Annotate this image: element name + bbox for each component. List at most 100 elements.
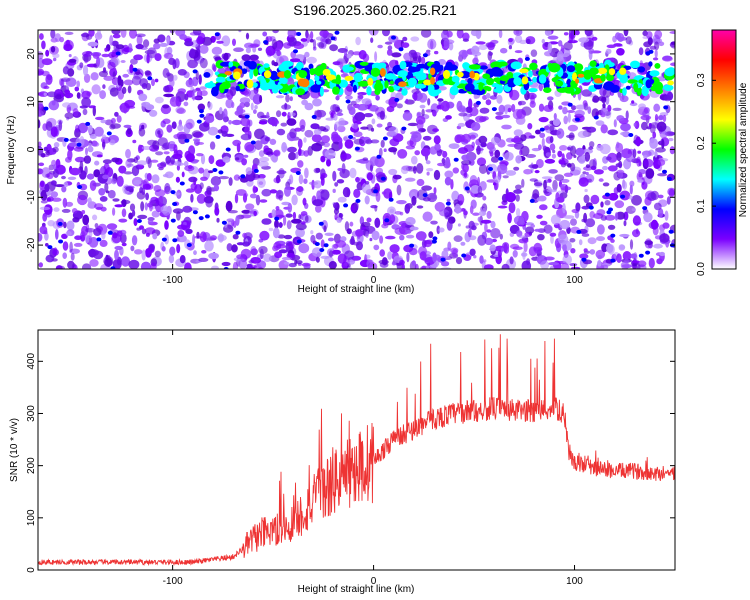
noise-speckle bbox=[434, 143, 441, 151]
noise-speckle bbox=[597, 255, 603, 260]
noise-speckle bbox=[433, 169, 441, 181]
noise-speckle bbox=[103, 162, 110, 174]
noise-speckle-blue bbox=[43, 106, 49, 111]
noise-speckle bbox=[133, 156, 139, 164]
noise-speckle bbox=[645, 168, 655, 179]
noise-speckle-blue bbox=[409, 243, 415, 248]
noise-speckle bbox=[416, 205, 424, 209]
colorbar-tick-label: 0.2 bbox=[696, 136, 707, 150]
noise-speckle bbox=[587, 106, 592, 114]
noise-speckle-blue bbox=[214, 32, 220, 37]
noise-speckle bbox=[478, 135, 488, 144]
noise-speckle bbox=[208, 170, 214, 174]
noise-speckle bbox=[241, 209, 251, 214]
noise-speckle bbox=[43, 230, 48, 235]
noise-speckle bbox=[240, 214, 252, 219]
band-speckle bbox=[529, 62, 538, 71]
noise-speckle bbox=[81, 90, 91, 100]
noise-speckle bbox=[80, 234, 85, 242]
noise-speckle bbox=[240, 117, 251, 127]
noise-speckle-blue bbox=[348, 135, 354, 139]
band-speckle bbox=[491, 82, 501, 88]
noise-speckle bbox=[480, 219, 492, 224]
noise-speckle bbox=[440, 100, 450, 112]
noise-speckle bbox=[388, 126, 399, 136]
noise-speckle bbox=[286, 220, 292, 230]
noise-speckle bbox=[658, 41, 665, 47]
noise-speckle-blue bbox=[198, 109, 204, 114]
noise-speckle bbox=[47, 220, 55, 227]
noise-speckle bbox=[597, 224, 605, 235]
noise-speckle bbox=[195, 87, 201, 92]
noise-speckle bbox=[305, 215, 309, 223]
noise-speckle bbox=[145, 192, 150, 201]
noise-speckle bbox=[425, 160, 431, 165]
noise-speckle bbox=[148, 109, 158, 117]
noise-speckle bbox=[532, 189, 540, 200]
noise-speckle bbox=[619, 244, 626, 250]
noise-speckle bbox=[558, 40, 563, 47]
noise-speckle bbox=[200, 176, 208, 181]
noise-speckle bbox=[454, 203, 461, 214]
noise-speckle bbox=[457, 122, 466, 127]
noise-speckle bbox=[295, 260, 303, 265]
noise-speckle-blue bbox=[225, 147, 231, 152]
noise-speckle bbox=[497, 205, 508, 209]
noise-speckle bbox=[569, 238, 576, 243]
noise-speckle bbox=[139, 187, 143, 194]
noise-speckle bbox=[321, 135, 330, 144]
noise-speckle bbox=[483, 259, 487, 263]
noise-speckle-blue bbox=[147, 76, 153, 81]
noise-speckle bbox=[581, 233, 590, 237]
noise-speckle bbox=[298, 174, 304, 185]
noise-speckle bbox=[54, 33, 61, 43]
noise-speckle bbox=[341, 163, 346, 174]
noise-speckle bbox=[391, 52, 402, 58]
noise-speckle bbox=[362, 157, 369, 161]
noise-speckle bbox=[622, 180, 628, 190]
noise-speckle-blue bbox=[57, 221, 63, 226]
noise-speckle bbox=[504, 151, 514, 161]
noise-speckle bbox=[238, 30, 242, 33]
noise-speckle bbox=[489, 151, 494, 157]
noise-speckle-blue bbox=[132, 67, 138, 72]
noise-speckle bbox=[44, 232, 49, 241]
noise-speckle bbox=[64, 112, 74, 119]
noise-speckle bbox=[638, 103, 646, 110]
noise-speckle bbox=[366, 172, 373, 181]
band-speckle bbox=[319, 86, 324, 97]
band-speckle bbox=[451, 75, 460, 83]
noise-speckle-blue bbox=[663, 105, 669, 110]
band-speckle bbox=[272, 84, 283, 90]
noise-speckle bbox=[614, 200, 625, 209]
noise-speckle bbox=[166, 72, 171, 77]
noise-speckle bbox=[589, 141, 595, 148]
noise-speckle bbox=[389, 244, 400, 254]
noise-speckle bbox=[233, 47, 244, 52]
noise-speckle bbox=[131, 75, 142, 86]
noise-speckle bbox=[263, 145, 270, 153]
noise-speckle bbox=[458, 49, 469, 58]
band-peak bbox=[298, 70, 308, 79]
noise-speckle bbox=[208, 155, 215, 165]
band-peak bbox=[575, 78, 580, 84]
noise-speckle bbox=[288, 152, 297, 161]
noise-speckle bbox=[103, 67, 106, 73]
noise-speckle bbox=[531, 147, 541, 152]
noise-speckle bbox=[303, 137, 307, 143]
noise-speckle bbox=[485, 92, 491, 99]
band-speckle bbox=[332, 86, 340, 95]
noise-speckle bbox=[315, 256, 320, 263]
noise-speckle bbox=[199, 58, 208, 69]
noise-speckle-blue bbox=[192, 210, 198, 215]
noise-speckle bbox=[544, 256, 555, 261]
spectrogram-y-ticks: -20 -10 0 10 20 bbox=[26, 48, 675, 252]
noise-speckle bbox=[39, 33, 44, 40]
noise-speckle bbox=[411, 260, 416, 266]
noise-speckle bbox=[52, 53, 60, 59]
noise-speckle bbox=[79, 183, 88, 191]
noise-speckle bbox=[324, 232, 334, 236]
band-speckle bbox=[627, 79, 638, 84]
noise-speckle bbox=[397, 149, 408, 159]
noise-speckle bbox=[204, 115, 215, 123]
